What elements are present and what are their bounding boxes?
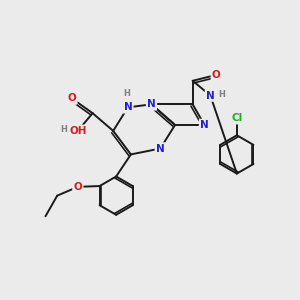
Text: O: O <box>212 70 220 80</box>
Text: N: N <box>147 99 156 110</box>
Text: H: H <box>219 90 226 99</box>
Text: N: N <box>156 143 165 154</box>
Text: O: O <box>68 94 76 103</box>
Text: N: N <box>200 120 209 130</box>
Text: OH: OH <box>69 126 87 136</box>
Text: H: H <box>60 125 67 134</box>
Text: O: O <box>74 182 82 192</box>
Text: H: H <box>123 89 130 98</box>
Text: Cl: Cl <box>231 113 242 123</box>
Text: N: N <box>124 102 132 112</box>
Text: N: N <box>206 91 215 100</box>
